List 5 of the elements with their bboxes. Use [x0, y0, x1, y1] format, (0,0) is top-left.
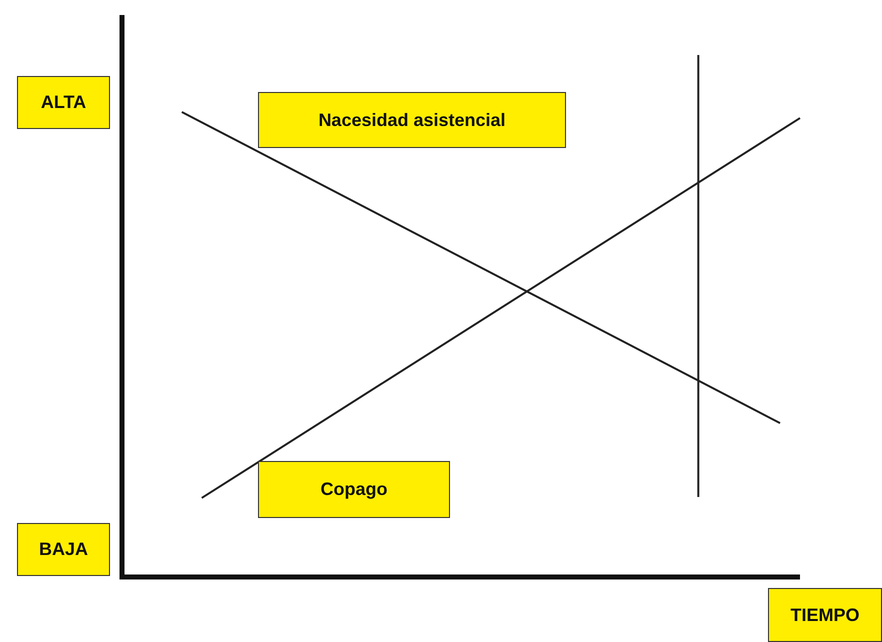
label-tag: Copago — [258, 461, 450, 518]
label-tag: TIEMPO — [768, 588, 882, 642]
label-tag: ALTA — [17, 76, 110, 129]
label-tag: Nacesidad asistencial — [258, 92, 566, 148]
label-tag: BAJA — [17, 523, 110, 576]
